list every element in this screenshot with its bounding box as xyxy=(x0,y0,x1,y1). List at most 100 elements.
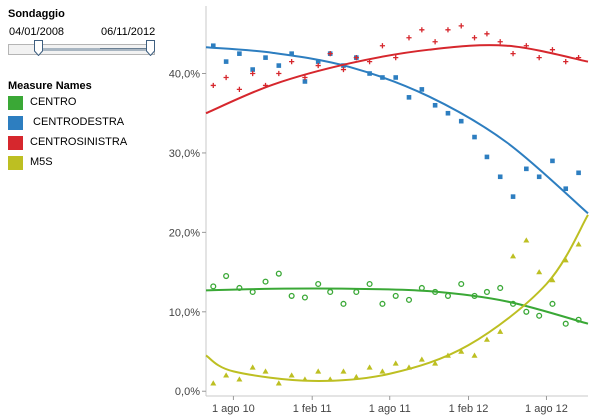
date-range-end: 06/11/2012 xyxy=(101,26,156,38)
centrosinistra-point xyxy=(536,55,542,61)
x-tick-label: 1 ago 11 xyxy=(369,403,411,415)
m5s-point xyxy=(549,277,556,283)
centrosinistra-point xyxy=(223,74,229,81)
centro-point xyxy=(536,312,543,319)
m5s-point xyxy=(523,237,530,243)
m5s-trend-line xyxy=(205,214,589,382)
centrosinistra-point xyxy=(471,35,478,41)
centrosinistra-point xyxy=(419,27,425,33)
legend-title: Measure Names xyxy=(8,80,92,92)
centro-point xyxy=(340,300,347,307)
centrodestra-point xyxy=(210,43,216,49)
legend-swatch-centrosinistra xyxy=(8,136,23,150)
m5s-point xyxy=(458,348,465,354)
date-slider-highlight xyxy=(100,48,150,49)
legend-label-m5s: M5S xyxy=(30,156,53,168)
centrosinistra-point xyxy=(432,39,438,45)
centrodestra-point xyxy=(393,75,399,80)
y-tick-label: 40,0% xyxy=(169,69,200,81)
centro-point xyxy=(483,288,490,295)
x-tick-label: 1 feb 11 xyxy=(293,403,332,415)
centrodestra-point xyxy=(419,87,425,92)
legend-swatch-m5s xyxy=(8,156,23,170)
m5s-point xyxy=(249,364,256,370)
m5s-point xyxy=(315,368,322,374)
centrodestra-point xyxy=(484,154,490,160)
filter-title: Sondaggio xyxy=(8,8,65,20)
centro-point xyxy=(392,292,399,299)
centrosinistra-point xyxy=(497,39,503,45)
m5s-point xyxy=(275,380,282,386)
centrosinistra-point xyxy=(276,70,282,77)
centrodestra-point xyxy=(563,186,569,191)
centrosinistra-point xyxy=(210,82,216,89)
m5s-point xyxy=(562,257,569,263)
centrosinistra-point xyxy=(236,86,243,93)
centrosinistra-trend-line xyxy=(205,44,589,115)
m5s-point xyxy=(432,360,439,366)
centrosinistra-point xyxy=(549,47,556,53)
centrodestra-point xyxy=(250,67,255,72)
centro-point xyxy=(210,283,217,290)
m5s-point xyxy=(471,352,478,358)
centrodestra-point xyxy=(536,174,542,180)
centrosinistra-point xyxy=(379,43,386,49)
y-tick-label: 30,0% xyxy=(169,148,200,160)
centro-point xyxy=(275,270,282,277)
centrodestra-point xyxy=(432,102,438,108)
date-range-start: 04/01/2008 xyxy=(9,26,65,38)
centrodestra-point xyxy=(445,110,451,116)
m5s-point xyxy=(510,253,517,259)
centro-point xyxy=(315,280,322,288)
m5s-point xyxy=(379,368,386,374)
centro-point xyxy=(405,296,413,303)
date-slider-end-handle[interactable] xyxy=(146,40,155,57)
centrodestra-point xyxy=(406,95,412,100)
centro-point xyxy=(497,284,504,292)
m5s-point xyxy=(366,364,373,370)
centro-point xyxy=(523,308,530,315)
centrosinistra-point xyxy=(289,59,295,65)
centrosinistra-point xyxy=(250,70,256,77)
centrodestra-point xyxy=(315,59,321,64)
m5s-point xyxy=(210,380,217,386)
centrodestra-point xyxy=(510,194,516,199)
centro-point xyxy=(458,280,465,288)
centrodestra-point xyxy=(576,170,581,176)
legend-label-centro: CENTRO xyxy=(30,96,77,108)
centrodestra-point xyxy=(289,51,294,56)
centro-point xyxy=(223,273,230,280)
centrodestra-point xyxy=(302,79,308,84)
legend-swatch-centrodestra xyxy=(8,116,23,130)
centro-point xyxy=(562,320,569,327)
y-tick-label: 10,0% xyxy=(169,307,200,319)
centrodestra-trend-line xyxy=(205,46,589,215)
legend-swatch-centro xyxy=(8,96,23,110)
m5s-point xyxy=(418,356,425,362)
m5s-point xyxy=(497,328,504,334)
centrosinistra-point xyxy=(302,74,308,81)
centrodestra-point xyxy=(524,166,529,172)
centro-point xyxy=(366,280,373,288)
centrodestra-point xyxy=(497,174,503,180)
centrosinistra-point xyxy=(510,51,516,57)
centrodestra-point xyxy=(458,118,464,124)
centrodestra-point xyxy=(263,55,268,60)
m5s-point xyxy=(340,368,347,374)
date-slider-start-handle[interactable] xyxy=(34,40,43,57)
centrosinistra-point xyxy=(406,35,412,41)
centro-point xyxy=(288,292,295,299)
centro-point xyxy=(262,278,269,285)
centrosinistra-point xyxy=(445,27,451,33)
m5s-point xyxy=(536,269,543,275)
m5s-point xyxy=(392,360,399,366)
centro-point xyxy=(353,288,360,295)
centrosinistra-point xyxy=(563,59,569,65)
centrosinistra-point xyxy=(393,55,399,61)
x-tick-label: 1 ago 10 xyxy=(212,403,255,415)
m5s-point xyxy=(288,372,295,378)
m5s-point xyxy=(483,336,490,342)
m5s-point xyxy=(262,368,269,374)
centrosinistra-point xyxy=(315,62,321,69)
centrosinistra-point xyxy=(327,51,333,57)
